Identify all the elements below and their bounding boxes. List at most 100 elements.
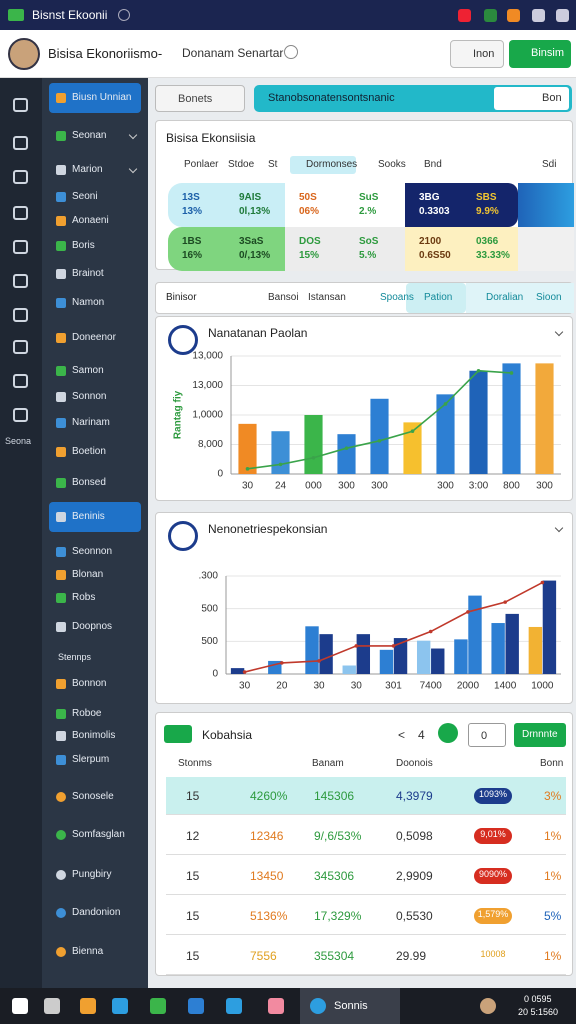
tile-top: 2100	[419, 236, 442, 247]
table-button[interactable]: Drnnnte	[514, 723, 566, 747]
sidebar-item[interactable]: Pungbiry	[72, 869, 112, 880]
rail-icon[interactable]	[13, 206, 28, 220]
cell: 1,579%	[477, 909, 509, 919]
filter[interactable]: St	[268, 159, 278, 170]
column-header: Stonms	[178, 758, 212, 769]
sidebar-item[interactable]: Bienna	[72, 946, 104, 957]
tab[interactable]: Binisor	[166, 292, 197, 303]
table-title: Kobahsia	[202, 728, 253, 742]
line-point	[391, 644, 396, 648]
y-tick-label: 500	[201, 603, 218, 614]
sidebar-icon	[56, 165, 66, 175]
pager[interactable]: 4	[418, 728, 425, 742]
filter[interactable]: Sooks	[378, 159, 406, 170]
sidebar-item[interactable]: Somfasglan	[72, 829, 125, 840]
filter[interactable]: Sdi	[542, 159, 557, 170]
toolbar-icon[interactable]	[458, 9, 471, 22]
sidebar-item[interactable]: Biusn Unnian	[72, 92, 132, 103]
sidebar-item[interactable]: Sonnon	[72, 391, 107, 402]
filter[interactable]: Ponlaer	[184, 159, 219, 170]
sidebar-item[interactable]: Seonan	[72, 130, 107, 141]
tab[interactable]: Spoans	[380, 292, 414, 303]
rail-icon[interactable]	[13, 274, 28, 288]
sidebar-item[interactable]: Bonnon	[72, 678, 107, 689]
sidebar-item[interactable]: Doneenor	[72, 332, 116, 343]
filter[interactable]: Bnd	[424, 159, 442, 170]
check-circle[interactable]	[438, 723, 458, 743]
tab[interactable]: Bansoi	[268, 292, 299, 303]
sidebar-item[interactable]: Slerpum	[72, 754, 110, 765]
badge	[474, 868, 512, 884]
tile-bottom: 0/,13%	[239, 250, 271, 261]
taskbar-icon[interactable]	[268, 998, 284, 1014]
taskbar-icon[interactable]	[226, 998, 242, 1014]
query-bar[interactable]: Stanobsonatensontsnanic Bon	[254, 85, 572, 112]
cell: 4,3979	[396, 789, 433, 803]
query-button[interactable]: Bon	[494, 87, 569, 110]
taskbar-active[interactable]: Sonnis	[300, 988, 400, 1024]
summary-card: Bisisa Ekonsiisia Ponlaer Stdoe St Dormonses…	[155, 120, 574, 271]
sidebar-item[interactable]: Doopnos	[72, 621, 113, 632]
tile-top: 50S	[299, 192, 317, 203]
sidebar-item[interactable]: Seonnon	[72, 546, 113, 557]
rail-icon[interactable]	[13, 170, 28, 184]
filter[interactable]: Stdoe	[228, 159, 255, 170]
tab-bar: Binisor Bansoi Istansan Spoans Pation Doralia…	[155, 282, 574, 314]
sidebar-item[interactable]: Seoni	[72, 191, 98, 202]
x-tick-label: 7400	[420, 681, 443, 692]
filter[interactable]: Dormonses	[306, 159, 358, 170]
sidebar-item[interactable]: Boetion	[72, 446, 106, 457]
rail-icon[interactable]	[13, 308, 28, 322]
tab[interactable]: Sioon	[536, 292, 562, 303]
pager[interactable]: <	[398, 728, 406, 742]
sidebar-item[interactable]: Dandonion	[72, 907, 121, 918]
taskbar-icon[interactable]	[44, 998, 60, 1014]
sidebar-item[interactable]: Narinam	[72, 417, 110, 428]
sidebar-item[interactable]: Blonan	[72, 569, 104, 580]
rail-icon[interactable]	[13, 240, 28, 254]
x-tick-label: 24	[275, 481, 287, 492]
toolbar-icon[interactable]	[532, 9, 545, 22]
rail-icon[interactable]	[13, 136, 28, 150]
toolbar-icon[interactable]	[484, 9, 497, 22]
taskbar-icon[interactable]	[80, 998, 96, 1014]
taskbar-icon[interactable]	[150, 998, 166, 1014]
sidebar-item[interactable]: Bonimolis	[72, 730, 116, 741]
rail-icon[interactable]	[13, 98, 28, 112]
tab[interactable]: Doralian	[486, 292, 524, 303]
primary-button[interactable]: Binsim	[509, 40, 571, 68]
search-placeholder: Bonets	[178, 93, 213, 105]
sidebar-item[interactable]: Robs	[72, 592, 96, 603]
sidebar-item[interactable]: Marion	[72, 164, 103, 175]
sidebar-item[interactable]: Boris	[72, 240, 95, 251]
sidebar-item[interactable]: Namon	[72, 297, 105, 308]
line-point	[354, 644, 359, 648]
chart-logo	[168, 521, 198, 551]
sidebar-item[interactable]: Beninis	[72, 511, 105, 522]
sidebar-icon	[56, 392, 66, 402]
table-search[interactable]: 0	[468, 723, 506, 747]
rail-icon[interactable]	[13, 408, 28, 422]
sidebar-item[interactable]: Aonaeni	[72, 215, 109, 226]
x-tick-label: 000	[305, 481, 322, 492]
search-input[interactable]: Bonets	[155, 85, 245, 112]
search-button[interactable]: Inon	[450, 40, 504, 68]
toolbar-icon[interactable]	[556, 9, 569, 22]
cell: 0,5530	[396, 909, 433, 923]
taskbar-icon[interactable]	[188, 998, 204, 1014]
x-tick-label: 30	[239, 681, 251, 692]
clock-date: 20 5:1560	[518, 1007, 559, 1017]
sidebar-item[interactable]: Roboe	[72, 708, 102, 719]
sidebar-item[interactable]: Brainot	[72, 268, 104, 279]
sidebar-item[interactable]: Sonosele	[72, 791, 114, 802]
tab[interactable]: Pation	[424, 292, 453, 303]
rail-icon[interactable]	[13, 374, 28, 388]
tile-top: DOS	[299, 236, 321, 247]
sidebar-item[interactable]: Bonsed	[72, 477, 106, 488]
taskbar-icon[interactable]	[112, 998, 128, 1014]
toolbar-icon[interactable]	[507, 9, 520, 22]
rail-icon[interactable]	[13, 340, 28, 354]
sidebar-item[interactable]: Samon	[72, 365, 104, 376]
taskbar-icon[interactable]	[12, 998, 28, 1014]
tab[interactable]: Istansan	[308, 292, 346, 303]
